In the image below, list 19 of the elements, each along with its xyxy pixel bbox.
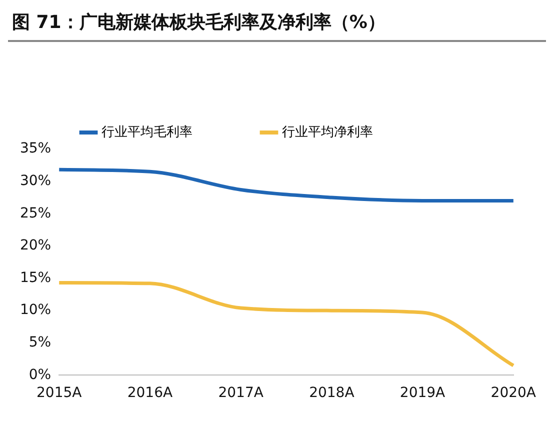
legend-label: 行业平均毛利率 [102,124,192,140]
x-tick-label: 2017A [218,385,264,402]
chart-title: 图 71：广电新媒体板块毛利率及净利率（%） [11,11,386,35]
y-tick-label: 35% [20,140,52,157]
x-tick-label: 2020A [490,385,536,402]
x-tick-label: 2019A [400,385,446,402]
x-tick-label: 2018A [309,385,355,402]
line-series [57,281,516,368]
y-tick-label: 20% [20,238,52,254]
x-tick-label: 2015A [36,385,82,402]
line-series [57,168,516,202]
y-tick-label: 15% [20,270,52,286]
y-tick-label: 0% [28,366,52,383]
x-tick-label: 2016A [127,385,173,402]
y-tick-label: 30% [20,172,52,189]
legend-label: 行业平均净利率 [282,124,373,140]
y-tick-label: 10% [20,302,52,318]
y-tick-label: 5% [28,334,52,351]
y-tick-label: 25% [20,205,52,222]
